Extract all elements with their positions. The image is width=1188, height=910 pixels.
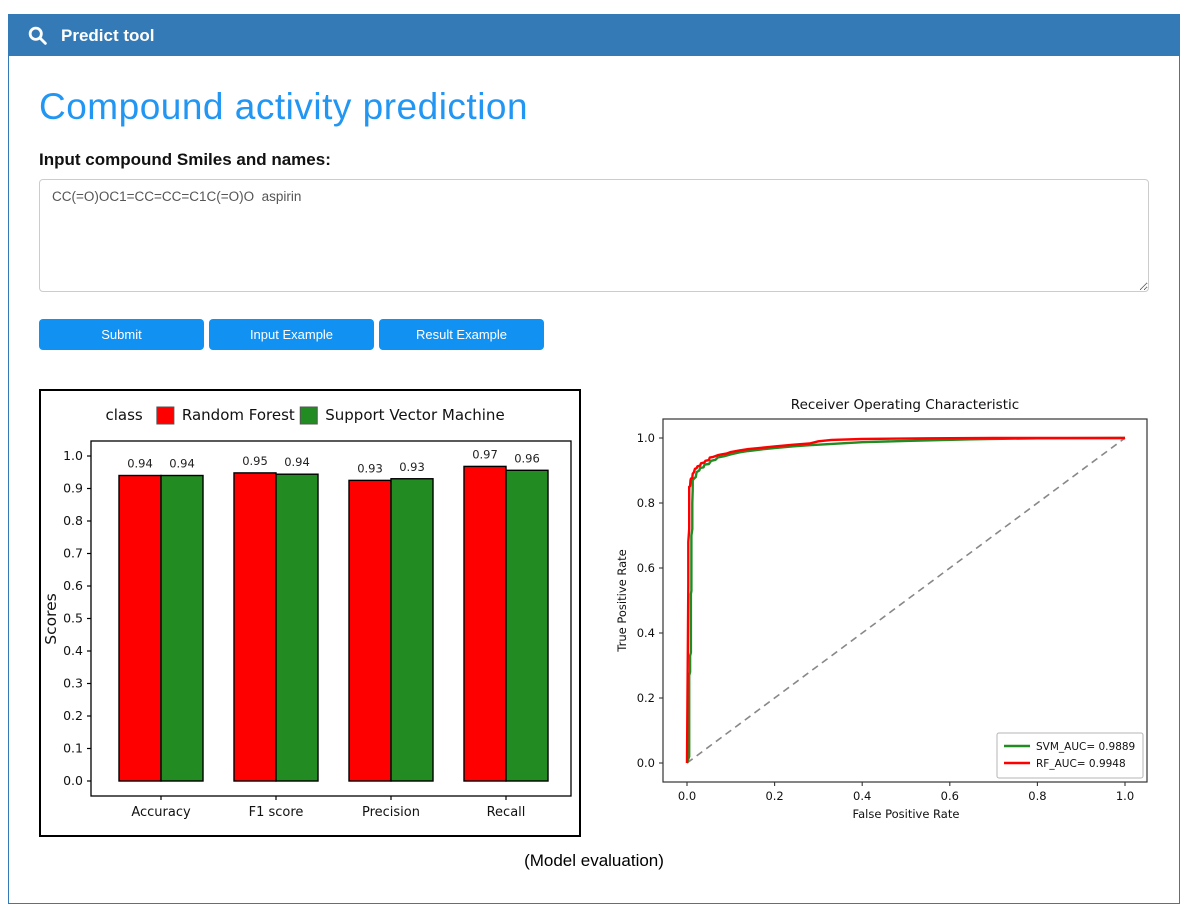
main-content: Compound activity prediction Input compo… [9,86,1179,903]
smiles-input[interactable]: CC(=O)OC1=CC=CC=C1C(=O)O aspirin [39,179,1149,292]
bar-category-label: F1 score [249,805,304,820]
svg-text:0.2: 0.2 [765,789,783,803]
roc-legend-box [996,732,1144,779]
roc-diagonal [686,437,1126,764]
smiles-input-label: Input compound Smiles and names: [39,150,331,169]
svg-text:0.9: 0.9 [63,481,83,496]
result-example-button[interactable]: Result Example [379,319,544,350]
svg-text:0.3: 0.3 [63,676,83,691]
bar-value-label: 0.93 [399,460,425,474]
bar-ylabel: Scores [42,593,60,645]
button-row: Submit Input Example Result Example [39,319,1149,350]
svg-text:0.4: 0.4 [63,643,83,658]
svg-text:0.6: 0.6 [63,578,83,593]
bar-value-label: 0.93 [357,461,383,475]
roc-ylabel: True Positive Rate [615,549,629,652]
page-container: Predict tool Compound activity predictio… [8,14,1180,904]
svg-text:1.0: 1.0 [63,448,83,463]
svg-text:0.0: 0.0 [678,789,696,803]
svg-text:0.5: 0.5 [63,611,83,626]
roc-legend-label-1: RF_AUC= 0.9948 [1036,758,1126,770]
submit-button[interactable]: Submit [39,319,204,350]
bar-F1 score-1 [275,473,319,782]
legend-label-0: Random Forest [182,406,295,424]
page-title: Compound activity prediction [39,86,529,127]
bar-F1 score-0 [233,472,277,782]
legend-swatch-1 [299,406,318,425]
svg-text:0.7: 0.7 [63,546,83,561]
bar-chart-svg: class Random Forest Support Vector Machine… [42,406,572,820]
svg-text:0.4: 0.4 [637,626,655,640]
roc-chart-svg: Receiver Operating Characteristic 0.0 0.2 0… [615,397,1148,821]
navbar: Predict tool [9,15,1179,56]
svg-text:0.0: 0.0 [63,773,83,788]
bar-value-label: 0.97 [472,447,498,461]
bar-value-label: 0.94 [169,457,195,471]
svg-text:0.8: 0.8 [63,513,83,528]
bar-Precision-1 [390,478,434,782]
bar-category-label: Recall [487,805,526,820]
bar-legend-title: class [106,406,143,424]
bar-Accuracy-1 [160,474,204,782]
bar-value-label: 0.94 [284,455,310,469]
bar-value-label: 0.96 [514,451,540,465]
bar-value-label: 0.94 [127,457,153,471]
svg-text:0.8: 0.8 [637,496,655,510]
bar-category-label: Accuracy [131,805,191,820]
bar-Accuracy-0 [118,474,162,782]
bar-category-label: Precision [362,805,420,820]
roc-title: Receiver Operating Characteristic [791,397,1019,413]
model-scores-bar-chart: class Random Forest Support Vector Machine… [39,389,581,837]
roc-curve-0 [685,436,1126,764]
bar-Recall-1 [505,469,549,782]
bar-value-label: 0.95 [242,454,268,468]
svg-text:0.1: 0.1 [63,741,83,756]
input-example-button[interactable]: Input Example [209,319,374,350]
bar-Precision-0 [348,479,392,782]
app-title[interactable]: Predict tool [61,25,155,45]
roc-curve-1 [685,436,1125,764]
svg-text:0.6: 0.6 [941,789,959,803]
legend-swatch-0 [156,406,175,425]
roc-xlabel: False Positive Rate [853,807,960,821]
svg-text:0.2: 0.2 [63,708,83,723]
roc-curve-chart: Receiver Operating Characteristic 0.0 0.2 0… [609,394,1154,829]
svg-text:0.6: 0.6 [637,561,655,575]
chart-caption: (Model evaluation) [524,851,664,870]
bar-Recall-0 [463,465,507,782]
legend-label-1: Support Vector Machine [325,406,504,424]
charts-row: class Random Forest Support Vector Machine… [39,389,1149,837]
svg-text:0.2: 0.2 [637,691,655,705]
svg-text:1.0: 1.0 [637,431,655,445]
svg-text:1.0: 1.0 [1116,789,1134,803]
svg-text:0.8: 0.8 [1028,789,1046,803]
search-icon[interactable] [27,25,48,46]
roc-legend-label-0: SVM_AUC= 0.9889 [1036,741,1135,753]
svg-text:0.0: 0.0 [637,756,655,770]
svg-text:0.4: 0.4 [853,789,871,803]
